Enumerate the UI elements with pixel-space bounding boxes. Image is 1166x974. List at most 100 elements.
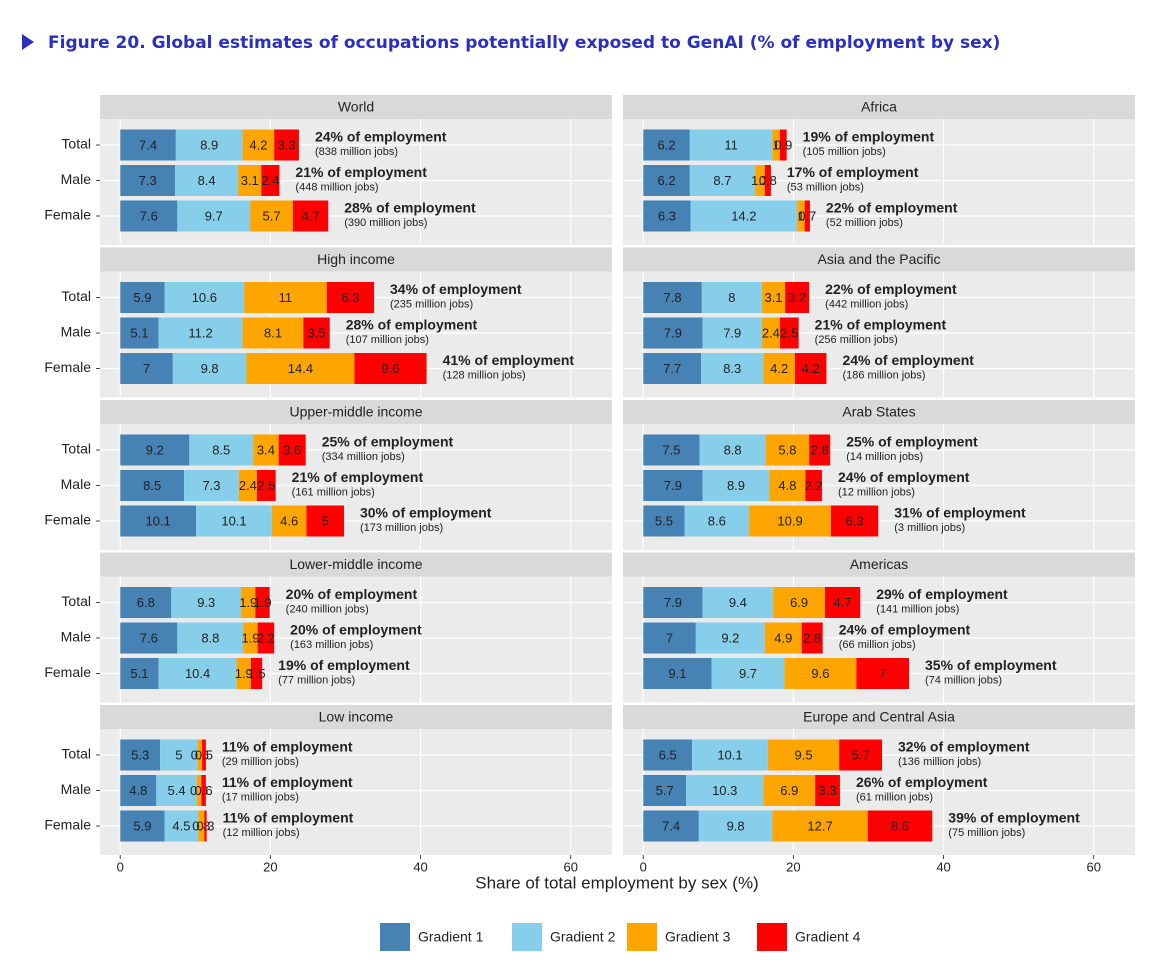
value-label: 5.5 — [655, 513, 673, 528]
value-label: 0.3 — [196, 818, 214, 833]
bar-segment — [772, 129, 780, 161]
value-label: 9.2 — [146, 442, 164, 457]
bar-segment — [692, 739, 768, 771]
bar-segment — [643, 200, 691, 232]
value-label: 4.8 — [778, 478, 796, 493]
value-label: 1.9 — [235, 666, 253, 681]
x-tick-label: 60 — [1086, 859, 1100, 874]
bar-segment — [643, 587, 703, 618]
bar-segment — [120, 200, 178, 232]
bar-segment — [241, 587, 256, 618]
bar-segment — [120, 658, 159, 689]
bar-segment — [172, 353, 247, 384]
panel-title: Europe and Central Asia — [803, 709, 955, 725]
bar-segment — [643, 810, 699, 842]
legend-label: Gradient 3 — [665, 929, 731, 945]
bar-segment — [236, 658, 251, 689]
bar-segment — [749, 505, 831, 537]
bar-segment — [158, 658, 237, 689]
legend-swatch — [757, 923, 787, 951]
bar-segment — [120, 739, 161, 771]
bar-segment — [767, 739, 840, 771]
panel-title: Asia and the Pacific — [818, 251, 941, 267]
annotation-note: (136 million jobs) — [898, 756, 981, 768]
bar-segment — [184, 470, 239, 501]
y-tick-label: Male — [61, 781, 92, 797]
annotation: 28% of employment — [344, 200, 476, 216]
bar-segment — [755, 165, 765, 196]
strip — [100, 400, 612, 424]
value-label: 3.6 — [283, 442, 301, 457]
value-label: 7.8 — [664, 290, 682, 305]
value-label: 6.8 — [137, 595, 155, 610]
panel-title: World — [338, 99, 374, 115]
bar-segment — [699, 434, 766, 466]
annotation: 21% of employment — [295, 164, 427, 180]
value-label: 4.5 — [172, 818, 190, 833]
bar-segment — [643, 739, 693, 771]
bar-segment — [253, 434, 279, 466]
bar-segment — [326, 282, 375, 313]
annotation-note: (12 million jobs) — [838, 486, 915, 498]
value-label: 5.8 — [778, 442, 796, 457]
annotation: 31% of employment — [894, 505, 1026, 521]
annotation: 11% of employment — [222, 774, 353, 790]
annotation: 34% of employment — [390, 281, 522, 297]
value-label: 10.1 — [146, 513, 171, 528]
value-label: 6.2 — [658, 137, 676, 152]
annotation-note: (105 million jobs) — [803, 146, 886, 158]
value-label: 8.6 — [708, 513, 726, 528]
value-label: 1.9 — [253, 595, 271, 610]
value-label: 0.6 — [195, 783, 213, 798]
value-label: 2.4 — [261, 173, 279, 188]
value-label: 5.7 — [852, 747, 870, 762]
bar-segment — [830, 505, 879, 537]
legend-swatch — [512, 923, 542, 951]
y-tick-label: Male — [61, 324, 92, 340]
bar-segment — [197, 739, 203, 771]
annotation-note: (14 million jobs) — [846, 451, 923, 463]
annotation-note: (12 million jobs) — [223, 827, 300, 839]
panel-title: Low income — [319, 709, 394, 725]
legend-label: Gradient 1 — [418, 929, 484, 945]
value-label: 9.1 — [668, 666, 686, 681]
annotation: 28% of employment — [346, 317, 478, 333]
value-label: 10.1 — [221, 513, 246, 528]
value-label: 11 — [724, 137, 738, 152]
annotation-note: (442 million jobs) — [825, 298, 908, 310]
bar-segment — [158, 317, 243, 349]
bar-segment — [643, 434, 700, 466]
value-label: 10.1 — [717, 747, 742, 762]
value-label: 3.4 — [257, 442, 275, 457]
value-label: 6.5 — [659, 747, 677, 762]
value-label: 1.5 — [247, 666, 265, 681]
annotation-note: (107 million jobs) — [346, 334, 429, 346]
annotation: 24% of employment — [842, 352, 974, 368]
value-label: 9.7 — [739, 666, 757, 681]
annotation-note: (240 million jobs) — [286, 603, 369, 615]
x-tick-label: 0 — [640, 859, 647, 874]
annotation: 29% of employment — [876, 586, 1008, 602]
strip — [100, 247, 612, 272]
value-label: 1.9 — [241, 630, 259, 645]
strip — [623, 400, 1135, 424]
annotation: 20% of employment — [290, 622, 422, 638]
bar-segment — [242, 317, 304, 349]
value-label: 8.8 — [201, 630, 219, 645]
panel-title: Americas — [850, 556, 908, 572]
bar-segment — [763, 353, 795, 384]
annotation-note: (3 million jobs) — [894, 522, 965, 534]
bar-segment — [839, 739, 883, 771]
panel-title: Arab States — [842, 404, 915, 420]
bar-segment — [773, 587, 825, 618]
bar-segment — [238, 165, 262, 196]
value-label: 0.7 — [798, 208, 816, 223]
annotation-note: (256 million jobs) — [815, 334, 898, 346]
value-label: 7.6 — [140, 208, 158, 223]
bar-segment — [120, 317, 159, 349]
bar-segment — [764, 165, 771, 196]
value-label: 9.6 — [811, 666, 829, 681]
annotation: 21% of employment — [815, 317, 947, 333]
annotation: 24% of employment — [838, 469, 970, 485]
